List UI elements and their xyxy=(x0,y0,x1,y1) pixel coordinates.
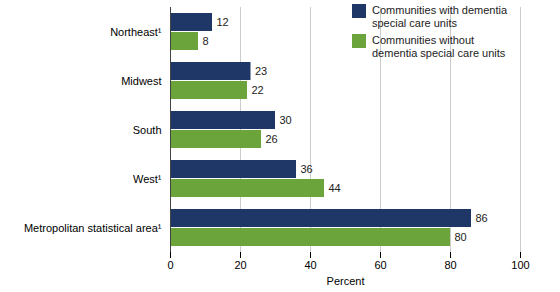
svg-text:40: 40 xyxy=(304,259,316,271)
svg-text:26: 26 xyxy=(266,133,278,145)
svg-text:86: 86 xyxy=(476,212,488,224)
svg-text:100: 100 xyxy=(511,259,529,271)
html-text:Communities without dementia s: Communities without dementia special car… xyxy=(372,34,506,59)
svg-text:44: 44 xyxy=(329,182,341,194)
svg-text:0: 0 xyxy=(167,259,173,271)
svg-text:30: 30 xyxy=(280,114,292,126)
svg-text:West¹: West¹ xyxy=(133,173,162,185)
svg-text:80: 80 xyxy=(455,231,467,243)
svg-text:Metropolitan statistical area¹: Metropolitan statistical area¹ xyxy=(24,222,162,234)
svg-text:South: South xyxy=(133,124,162,136)
html-text:Communities with dementia spec: Communities with dementia special care u… xyxy=(372,4,508,29)
svg-text:36: 36 xyxy=(301,163,313,175)
svg-text:23: 23 xyxy=(255,65,267,77)
svg-text:22: 22 xyxy=(252,84,264,96)
svg-text:20: 20 xyxy=(234,259,246,271)
svg-text:Northeast¹: Northeast¹ xyxy=(110,26,162,38)
svg-text:12: 12 xyxy=(217,16,229,28)
svg-text:Midwest: Midwest xyxy=(121,75,161,87)
svg-text:60: 60 xyxy=(374,259,386,271)
svg-text:8: 8 xyxy=(203,35,209,47)
svg-text:80: 80 xyxy=(444,259,456,271)
svg-text:Percent: Percent xyxy=(327,275,365,287)
